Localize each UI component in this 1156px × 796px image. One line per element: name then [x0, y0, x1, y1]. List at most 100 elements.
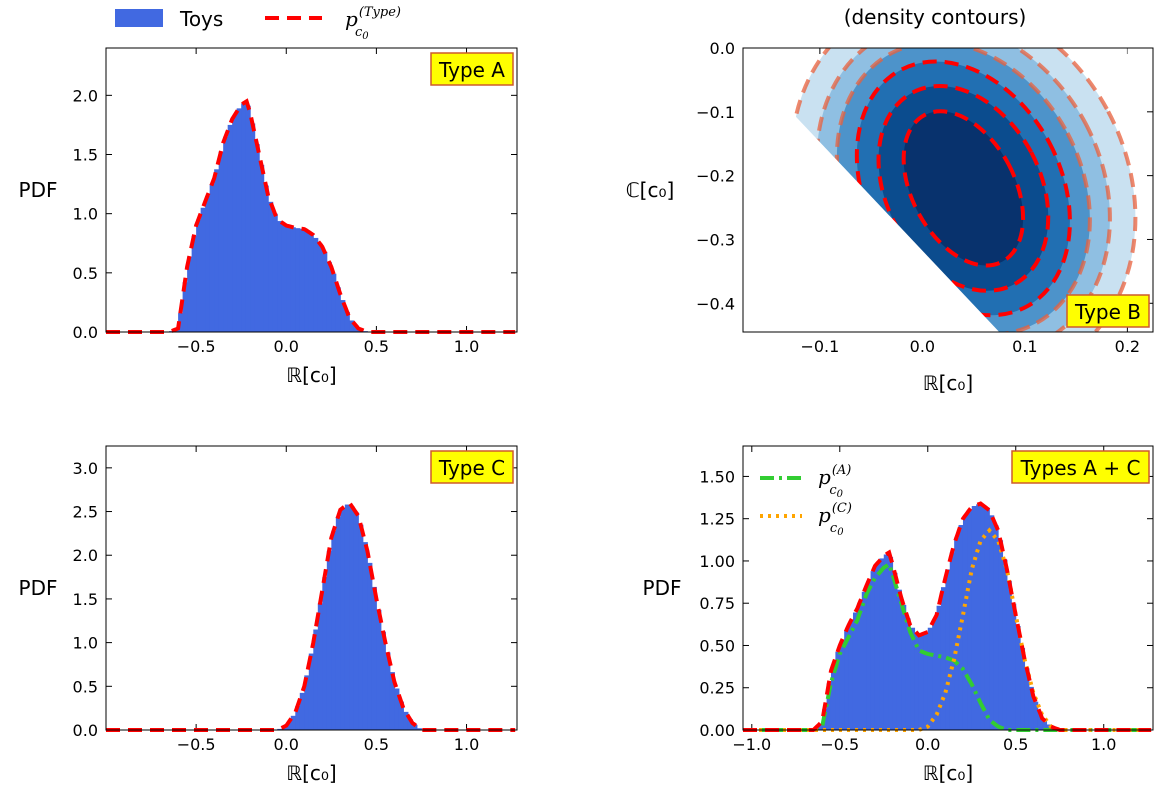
- y-tick-label: 0.5: [73, 264, 98, 283]
- x-tick-label: 1.0: [454, 337, 479, 356]
- histogram-bar: [322, 577, 328, 730]
- panel-type-a: −0.5 0.0 0.5 1.0 0.0 0.5 1.0 1.5 2.0 PDF Type A ℝ[c…: [19, 47, 518, 387]
- histogram-bar: [326, 261, 332, 332]
- legend-model-subsub: 0: [362, 31, 369, 42]
- legend-comp-subsub: 0: [837, 489, 844, 500]
- histogram-bar: [353, 512, 359, 730]
- histogram-bar: [980, 505, 986, 730]
- histogram-bar: [839, 640, 845, 730]
- type-badge-label: Types A + C: [1020, 456, 1141, 480]
- y-tick-label: 1.5: [73, 590, 98, 609]
- x-axis-label: ℝ[c₀]: [286, 761, 336, 785]
- histogram-bar: [892, 572, 898, 730]
- type-badge: [1011, 450, 1150, 484]
- histogram-bar: [286, 226, 292, 332]
- y-tick-label: −0.3: [696, 230, 735, 249]
- histogram-bar: [340, 300, 346, 332]
- histogram-bar: [936, 605, 942, 730]
- panel-type-c: −0.5 0.0 0.5 1.0 0.0 0.5 1.0 1.5 2.0 2.5 3.0 PDF Typ…: [19, 445, 518, 785]
- legend-label-model: p(Type) c0: [345, 5, 401, 42]
- histogram-bar: [844, 630, 850, 730]
- x-tick-label: −0.5: [820, 735, 859, 754]
- histogram-bar: [954, 537, 960, 730]
- histogram-bar: [998, 540, 1004, 730]
- histogram-bar: [830, 664, 836, 730]
- histogram-bar: [196, 219, 202, 332]
- type-badge-label: Type A: [438, 58, 505, 82]
- histogram-bar: [416, 728, 422, 730]
- histogram-bar: [299, 692, 305, 730]
- histogram-bar: [923, 632, 929, 730]
- x-tick-label: 0.2: [1115, 337, 1140, 356]
- y-tick-label: −0.4: [696, 294, 735, 313]
- histogram-bar: [335, 516, 341, 730]
- histogram-bar: [398, 701, 404, 730]
- histogram-bar: [335, 287, 341, 332]
- histogram-bar: [290, 715, 296, 730]
- y-tick-label: 1.0: [73, 634, 98, 653]
- x-tick-label: 0.5: [1003, 735, 1028, 754]
- histogram-bar: [385, 652, 391, 730]
- histogram-bar: [380, 631, 386, 730]
- histogram-bar: [362, 542, 368, 730]
- histogram-bar: [245, 105, 251, 332]
- histogram-bar: [344, 311, 350, 332]
- histogram-bar: [1011, 603, 1017, 730]
- y-tick-label: 0.0: [73, 721, 98, 740]
- histogram-bar: [1002, 559, 1008, 730]
- histogram-bar: [914, 632, 920, 730]
- histogram-bar: [1024, 668, 1030, 730]
- histogram-bar: [949, 552, 955, 730]
- histogram-bar: [259, 164, 265, 332]
- histogram-bar: [317, 603, 323, 730]
- y-axis-label: PDF: [19, 576, 58, 600]
- histogram-bar: [901, 604, 907, 730]
- legend-label-toys: Toys: [179, 7, 223, 31]
- histogram-bar: [313, 237, 319, 332]
- axes-frame: [105, 47, 518, 333]
- support-mask-right: [1096, 48, 1153, 87]
- axes-frame: [742, 445, 1154, 731]
- histogram-bar: [205, 195, 211, 332]
- histogram-bar: [182, 282, 188, 332]
- histogram-bar: [317, 243, 323, 332]
- histogram-bar: [918, 634, 924, 730]
- histogram-bar: [835, 651, 841, 730]
- legend-comp-base: p: [818, 503, 831, 527]
- y-tick-label: 1.50: [699, 467, 735, 486]
- x-tick-label: 0.0: [910, 337, 935, 356]
- histogram-bar: [250, 123, 256, 332]
- legend-comp-sup: (A): [832, 463, 852, 478]
- histogram-bar: [304, 675, 310, 730]
- histogram-bar: [1042, 720, 1048, 730]
- histogram-bar: [993, 525, 999, 730]
- histogram-bar: [826, 683, 832, 730]
- axes-frame: [105, 445, 518, 731]
- legend-label-comp: p(C) c0: [818, 501, 852, 538]
- histogram-bar: [376, 609, 382, 730]
- histogram-bar: [263, 185, 269, 332]
- histogram-bar: [214, 169, 220, 332]
- y-tick-label: −0.2: [696, 167, 735, 186]
- histogram-bar: [389, 672, 395, 730]
- x-axis-label: ℝ[c₀]: [286, 363, 336, 387]
- histogram-bar: [227, 124, 233, 333]
- type-badge: [430, 450, 514, 484]
- histogram-bar: [254, 144, 260, 332]
- histogram-bar: [852, 612, 858, 730]
- x-tick-label: 1.0: [1091, 735, 1116, 754]
- histogram-bar: [281, 224, 287, 332]
- y-tick-label: 1.00: [699, 552, 735, 571]
- histogram-bar: [218, 151, 224, 332]
- histogram-bar: [1033, 701, 1039, 730]
- legend-comp-sup: (C): [832, 501, 852, 516]
- y-tick-label: 0.75: [699, 594, 735, 613]
- histogram-bar: [962, 515, 968, 730]
- y-tick-label: 2.0: [73, 86, 98, 105]
- x-tick-label: 0.5: [364, 735, 389, 754]
- histogram-bar: [272, 213, 278, 332]
- y-tick-label: 2.0: [73, 546, 98, 565]
- x-tick-label: −0.5: [177, 337, 216, 356]
- legend-label-comp: p(A) c0: [818, 463, 851, 500]
- figure-legend: Toys p(Type) c0: [115, 5, 401, 42]
